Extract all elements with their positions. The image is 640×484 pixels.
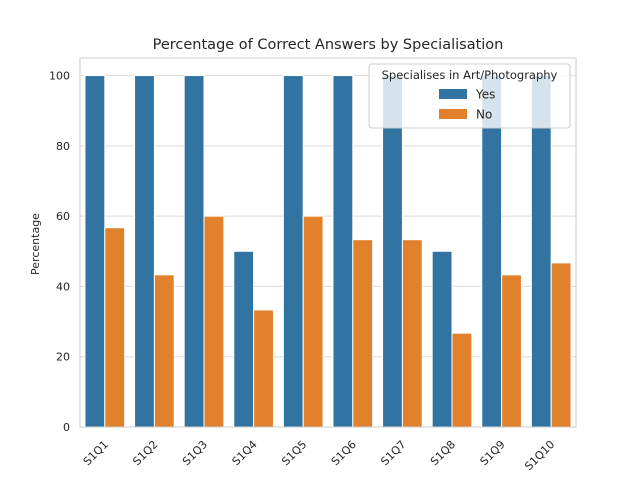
legend-title: Specialises in Art/Photography <box>382 68 558 82</box>
bar-no-s1q4 <box>253 309 274 428</box>
y-tick-label: 100 <box>49 70 70 83</box>
legend-swatch-no <box>439 109 467 119</box>
x-tick-label: S1Q2 <box>130 438 160 468</box>
chart-title: Percentage of Correct Answers by Special… <box>153 37 504 53</box>
bar-yes-s1q6 <box>332 75 354 428</box>
bar-yes-s1q3 <box>183 75 205 428</box>
bar-no-s1q3 <box>203 215 225 428</box>
bar-no-s1q5 <box>302 215 324 428</box>
y-axis-label: Percentage <box>29 213 42 275</box>
x-tick-label: S1Q10 <box>522 438 557 473</box>
bar-no-s1q9 <box>501 274 522 428</box>
y-tick-label: 40 <box>56 280 70 293</box>
y-tick-label: 80 <box>56 140 70 153</box>
y-tick-label: 60 <box>56 210 70 223</box>
legend: Specialises in Art/Photography Yes No <box>368 63 571 129</box>
x-tick-label: S1Q8 <box>428 438 458 468</box>
legend-box <box>368 63 571 129</box>
bar-no-s1q10 <box>550 262 572 428</box>
x-tick-label: S1Q5 <box>279 438 309 468</box>
y-tick-labels: 0 20 40 60 80 100 <box>49 70 70 434</box>
x-tick-label: S1Q1 <box>81 438 111 468</box>
bar-no-s1q8 <box>451 332 473 428</box>
bar-yes-s1q8 <box>431 250 453 428</box>
y-tick-label: 20 <box>56 351 70 364</box>
bars <box>84 75 572 428</box>
plot-border <box>79 57 577 428</box>
bar-yes-s1q5 <box>282 75 304 428</box>
bar-yes-s1q1 <box>84 75 106 428</box>
x-tick-label: S1Q7 <box>378 438 408 468</box>
bar-no-s1q2 <box>153 274 175 428</box>
x-tick-label: S1Q9 <box>478 438 508 468</box>
bar-no-s1q1 <box>104 227 126 428</box>
x-tick-label: S1Q3 <box>180 438 210 468</box>
legend-swatch-yes <box>439 89 467 99</box>
y-tick-label: 0 <box>63 421 70 434</box>
bar-yes-s1q4 <box>233 250 255 428</box>
bar-no-s1q7 <box>401 239 423 428</box>
x-tick-labels: S1Q1 S1Q2 S1Q3 S1Q4 S1Q5 S1Q6 S1Q7 S1Q8 S1Q9 S1Q1… <box>81 438 558 473</box>
bar-no-s1q6 <box>352 239 374 428</box>
bar-yes-s1q2 <box>134 75 155 428</box>
x-tick-label: S1Q6 <box>329 438 359 468</box>
legend-label-yes: Yes <box>475 88 495 102</box>
x-tick-label: S1Q4 <box>230 438 260 468</box>
plot-frame <box>79 57 577 428</box>
legend-label-no: No <box>476 108 492 122</box>
